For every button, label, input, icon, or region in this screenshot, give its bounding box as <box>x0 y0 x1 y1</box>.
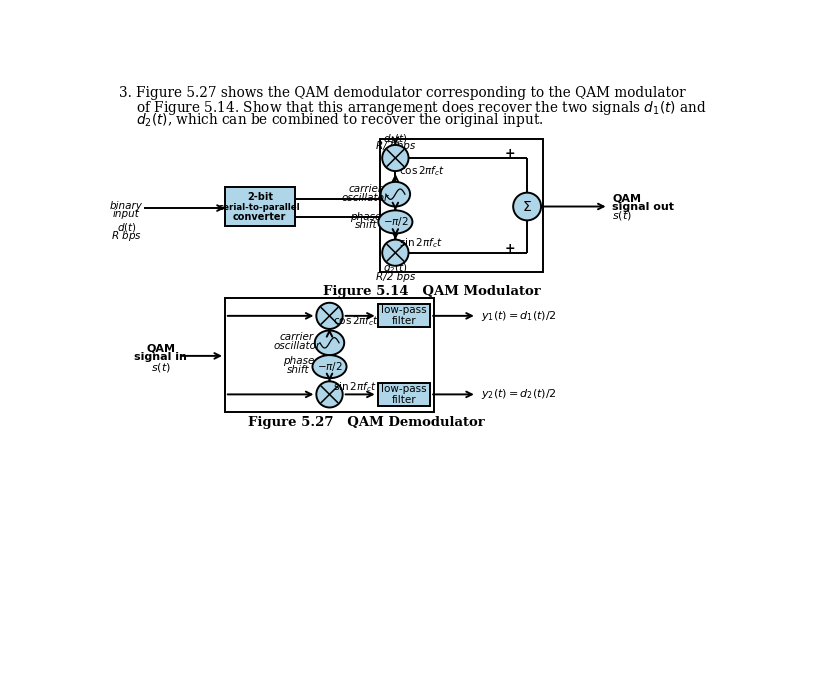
Text: low-pass: low-pass <box>381 306 427 315</box>
Text: binary: binary <box>110 200 143 211</box>
Text: Figure 5.27   QAM Demodulator: Figure 5.27 QAM Demodulator <box>248 416 485 429</box>
Text: R/2 bps: R/2 bps <box>375 271 415 281</box>
Text: $s(t)$: $s(t)$ <box>613 209 633 222</box>
Text: $R$ bps: $R$ bps <box>111 229 142 243</box>
Ellipse shape <box>315 331 344 355</box>
Text: input: input <box>113 209 140 219</box>
Text: Figure 5.27 shows the QAM demodulator corresponding to the QAM modulator: Figure 5.27 shows the QAM demodulator co… <box>136 86 685 101</box>
Circle shape <box>382 145 409 171</box>
Text: R/2 bps: R/2 bps <box>375 142 415 151</box>
Text: carrier: carrier <box>280 331 314 342</box>
Text: of Figure 5.14. Show that this arrangement does recover the two signals $d_1(t)$: of Figure 5.14. Show that this arrangeme… <box>136 99 706 117</box>
Text: $d_2(t)$: $d_2(t)$ <box>383 261 408 275</box>
Text: phase: phase <box>350 211 381 221</box>
Text: 3.: 3. <box>119 86 132 101</box>
Text: $\sin 2\pi f_c t$: $\sin 2\pi f_c t$ <box>399 236 443 250</box>
Text: serial-to-parallel: serial-to-parallel <box>219 202 301 212</box>
Circle shape <box>316 303 343 329</box>
Text: $\sin 2\pi f_c t$: $\sin 2\pi f_c t$ <box>334 380 377 394</box>
Text: signal in: signal in <box>134 352 187 362</box>
Text: +: + <box>504 147 515 160</box>
Text: Figure 5.14   QAM Modulator: Figure 5.14 QAM Modulator <box>323 285 541 298</box>
Circle shape <box>316 381 343 408</box>
Text: $y_2(t) = d_2(t)/2$: $y_2(t) = d_2(t)/2$ <box>481 387 556 402</box>
Text: $d(t)$: $d(t)$ <box>116 221 137 234</box>
Text: $d_2(t)$, which can be combined to recover the original input.: $d_2(t)$, which can be combined to recov… <box>136 111 543 129</box>
FancyBboxPatch shape <box>225 187 295 225</box>
Text: filter: filter <box>391 317 416 326</box>
Text: $-\pi/2$: $-\pi/2$ <box>317 360 342 373</box>
Text: oscillator: oscillator <box>342 193 389 203</box>
Text: $s(t)$: $s(t)$ <box>151 361 170 374</box>
Text: +: + <box>504 242 515 254</box>
Text: $\Sigma$: $\Sigma$ <box>522 200 532 213</box>
Text: phase: phase <box>282 356 314 367</box>
Ellipse shape <box>513 192 541 220</box>
Ellipse shape <box>378 211 412 234</box>
Text: carrier: carrier <box>348 184 382 194</box>
Text: 2-bit: 2-bit <box>246 192 272 202</box>
Ellipse shape <box>313 355 347 378</box>
Text: converter: converter <box>233 211 287 221</box>
Text: QAM: QAM <box>146 343 175 353</box>
Text: low-pass: low-pass <box>381 384 427 394</box>
Text: QAM: QAM <box>613 193 641 203</box>
Text: $d_1(t)$: $d_1(t)$ <box>383 132 408 146</box>
Text: signal out: signal out <box>613 202 675 211</box>
Text: filter: filter <box>391 395 416 405</box>
Ellipse shape <box>380 182 410 207</box>
Text: $y_1(t) = d_1(t)/2$: $y_1(t) = d_1(t)/2$ <box>481 309 556 323</box>
FancyBboxPatch shape <box>378 383 430 406</box>
Text: $-\pi/2$: $-\pi/2$ <box>383 215 408 228</box>
Text: shift: shift <box>354 220 377 230</box>
Text: shift: shift <box>287 364 310 375</box>
Text: oscillator: oscillator <box>273 341 321 351</box>
Circle shape <box>382 240 409 266</box>
Text: $\cos 2\pi f_c t$: $\cos 2\pi f_c t$ <box>399 164 446 178</box>
Text: $\cos 2\pi f_c t$: $\cos 2\pi f_c t$ <box>334 315 380 328</box>
FancyBboxPatch shape <box>378 304 430 327</box>
